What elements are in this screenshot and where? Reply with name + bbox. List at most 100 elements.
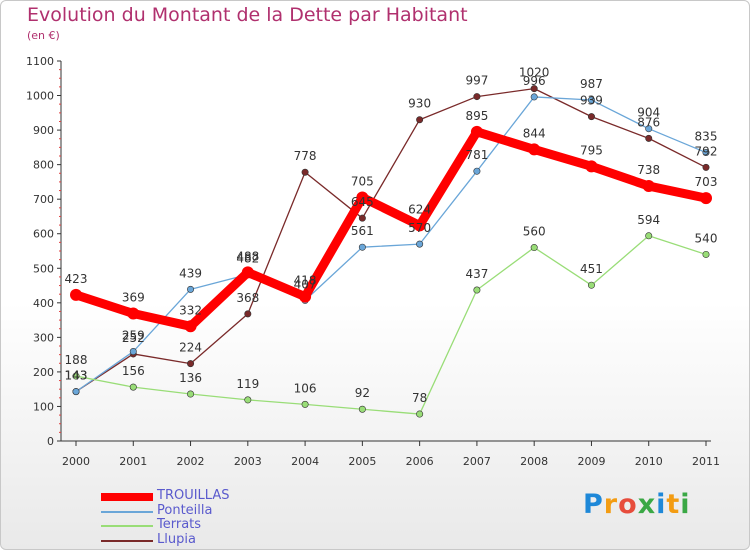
y-tick-label: 1100 [26,55,54,68]
proxiti-logo: Proxiti [583,489,691,520]
data-point [187,285,195,293]
data-point [413,219,426,232]
logo-letter: i [656,489,667,520]
y-tick-label: 1000 [26,90,54,103]
legend-swatch [101,493,153,501]
logo-letter: x [637,489,657,520]
data-label: 106 [294,381,317,395]
legend-label: Ponteilla [157,502,213,518]
data-point [72,372,80,380]
data-label: 876 [637,115,660,129]
data-label: 540 [695,231,718,245]
series-line [75,235,707,415]
data-point [241,266,254,279]
data-point [470,125,483,138]
data-label: 224 [179,341,202,355]
data-label: 795 [580,143,603,157]
data-label: 570 [408,221,431,235]
x-tick-label: 2007 [463,455,491,468]
data-point [700,192,712,205]
chart-subtitle: (en €) [27,29,60,42]
y-tick-label: 700 [33,193,54,206]
data-point [187,390,195,398]
data-label: 136 [179,371,202,385]
x-tick-label: 2001 [119,455,147,468]
data-label: 332 [179,303,202,317]
series-line [75,87,707,393]
series-trouillas [70,125,712,333]
data-point [184,320,197,333]
y-tick-label: 400 [33,297,54,310]
data-label: 439 [179,266,202,280]
labels-llupia: 143 252 224 368 778 645 930 997 1020 939 876 792 [65,66,718,383]
x-tick-label: 2008 [520,455,548,468]
data-point [587,113,595,121]
data-label: 781 [465,148,488,162]
data-point [702,163,710,171]
y-tick-label: 800 [33,159,54,172]
data-point [642,180,655,193]
data-point [645,134,653,142]
data-point [587,281,595,289]
data-label: 624 [408,202,431,216]
data-label: 143 [65,369,88,383]
series-line [71,127,711,331]
labels-terrats: 188 156 136 119 106 92 78 437 560 451 594 540 [65,213,718,405]
data-point [416,410,424,418]
x-tick-label: 2006 [406,455,434,468]
legend-label: Llupia [157,531,196,547]
legend-label: Terrats [157,517,202,532]
data-label: 369 [122,291,145,305]
data-label: 407 [294,277,317,291]
x-tick-label: 2004 [291,455,319,468]
data-label: 488 [236,249,259,263]
data-point [299,290,312,303]
data-point [530,93,538,101]
data-label: 368 [236,291,259,305]
data-point [587,96,595,104]
data-label: 156 [122,364,145,378]
data-label: 987 [580,77,603,91]
x-tick-label: 2003 [234,455,262,468]
data-point [702,250,710,258]
logo-letter: P [583,489,604,520]
legend-swatch [101,510,153,513]
data-point [528,143,541,156]
data-label: 939 [580,94,603,108]
data-point [301,400,309,408]
data-label: 252 [122,331,145,345]
data-point [473,167,481,175]
data-point [702,149,710,157]
data-point [416,116,424,124]
y-tick-label: 100 [33,400,54,413]
data-point [129,383,137,391]
series-terrats [72,232,710,418]
data-label: 835 [695,130,718,144]
x-tick-label: 2002 [177,455,205,468]
y-tick-label: 600 [33,228,54,241]
logo-letter: t [666,489,681,520]
data-point [244,396,252,404]
data-label: 423 [65,272,88,286]
logo-letter: i [680,489,691,520]
logo-letter: o [618,489,638,520]
data-label: 594 [637,213,660,227]
series-llupia [72,85,710,396]
data-point [72,388,80,396]
y-tick-label: 200 [33,366,54,379]
data-label: 904 [637,106,660,120]
data-label: 996 [523,74,546,88]
labels-trouillas: 423 369 332 488 418 705 624 895 844 795 738 703 [65,109,718,317]
series-line [75,96,707,393]
legend-swatch [101,525,153,527]
data-label: 482 [236,251,259,265]
data-label: 997 [465,74,488,88]
data-label: 792 [695,144,718,158]
legend-label: TROUILLAS [157,488,230,503]
chart-title: Evolution du Montant de la Dette par Hab… [27,4,468,26]
data-point [129,348,137,356]
data-point [530,85,538,93]
data-point [416,240,424,248]
x-tick-label: 2000 [62,455,90,468]
y-tick-label: 500 [33,262,54,275]
